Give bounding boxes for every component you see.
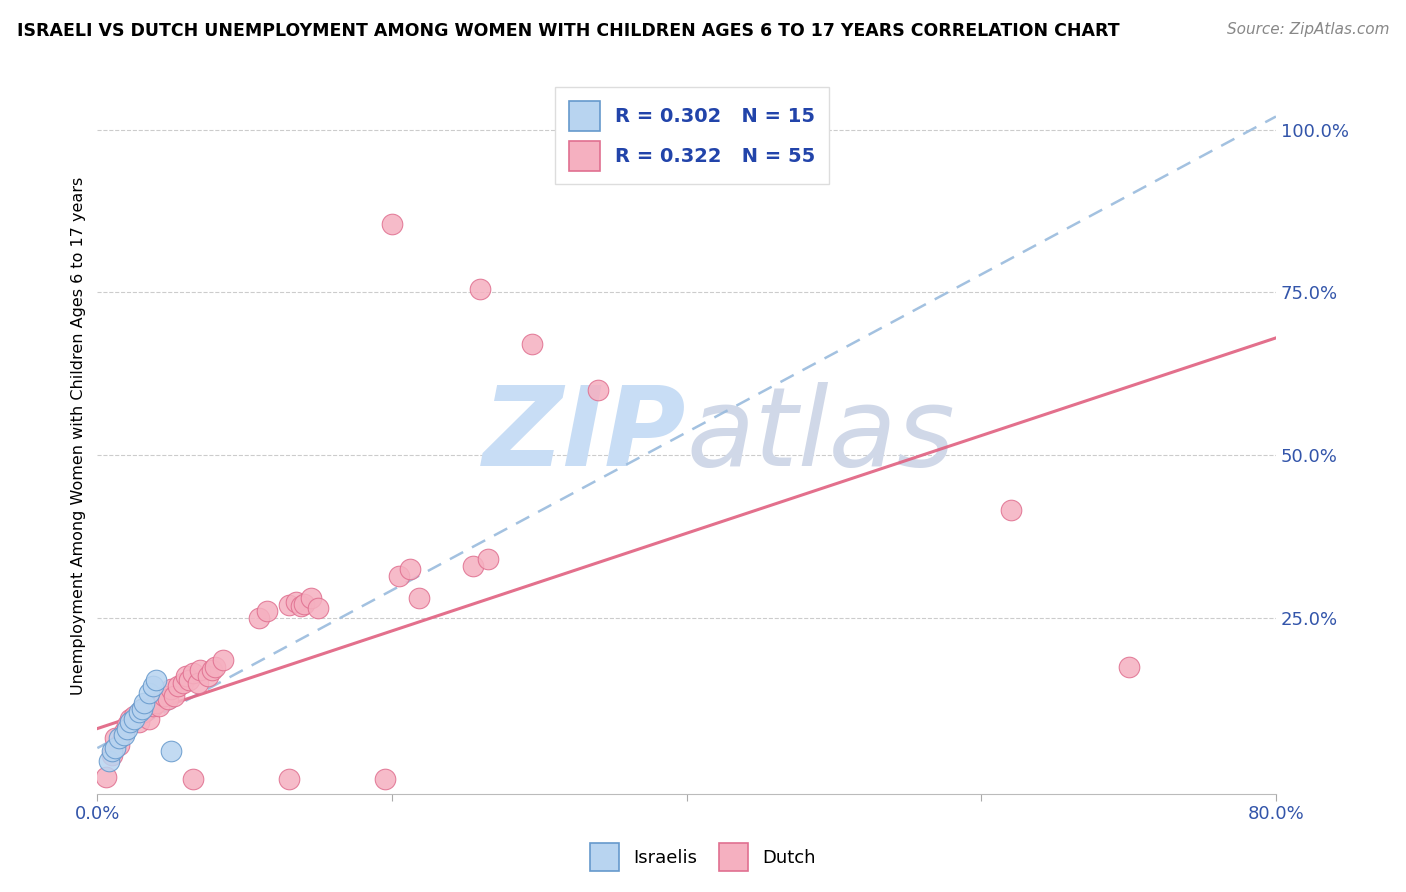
Point <box>152 689 174 703</box>
Point <box>167 679 190 693</box>
Point <box>104 731 127 746</box>
Point <box>211 653 233 667</box>
Point <box>98 754 121 768</box>
Point <box>112 728 135 742</box>
Point <box>408 591 430 606</box>
Point <box>138 712 160 726</box>
Point <box>177 673 200 687</box>
Point <box>461 558 484 573</box>
Point <box>186 676 208 690</box>
Point <box>118 712 141 726</box>
Point <box>134 696 156 710</box>
Point <box>292 597 315 611</box>
Text: ZIP: ZIP <box>484 382 686 489</box>
Point <box>374 772 396 787</box>
Point <box>145 696 167 710</box>
Point <box>108 731 131 746</box>
Point <box>181 666 204 681</box>
Point <box>163 689 186 703</box>
Point <box>204 659 226 673</box>
Point <box>277 772 299 787</box>
Point <box>160 744 183 758</box>
Point <box>134 706 156 720</box>
Point <box>290 599 312 614</box>
Point <box>470 282 492 296</box>
Point <box>588 383 610 397</box>
Point <box>128 706 150 720</box>
Point <box>131 702 153 716</box>
Point <box>249 611 271 625</box>
Point <box>148 698 170 713</box>
Point <box>299 591 322 606</box>
Point <box>128 714 150 729</box>
Point <box>115 718 138 732</box>
Point <box>172 676 194 690</box>
Point <box>256 604 278 618</box>
Point <box>277 598 299 612</box>
Point <box>174 669 197 683</box>
Point <box>142 698 165 713</box>
Point <box>1000 503 1022 517</box>
Point <box>122 712 145 726</box>
Point <box>101 747 124 762</box>
Point <box>101 744 124 758</box>
Point <box>145 673 167 687</box>
Point <box>181 772 204 787</box>
Text: Source: ZipAtlas.com: Source: ZipAtlas.com <box>1226 22 1389 37</box>
Y-axis label: Unemployment Among Women with Children Ages 6 to 17 years: Unemployment Among Women with Children A… <box>72 177 86 695</box>
Point <box>307 601 329 615</box>
Point <box>96 771 118 785</box>
Point <box>115 722 138 736</box>
Point <box>285 594 308 608</box>
Legend: R = 0.302   N = 15, R = 0.322   N = 55: R = 0.302 N = 15, R = 0.322 N = 55 <box>555 87 830 184</box>
Point <box>477 552 499 566</box>
Text: ISRAELI VS DUTCH UNEMPLOYMENT AMONG WOMEN WITH CHILDREN AGES 6 TO 17 YEARS CORRE: ISRAELI VS DUTCH UNEMPLOYMENT AMONG WOME… <box>17 22 1119 40</box>
Point <box>201 663 224 677</box>
Point <box>398 562 420 576</box>
Point <box>142 679 165 693</box>
Point <box>520 337 543 351</box>
Point <box>104 741 127 756</box>
Legend: Israelis, Dutch: Israelis, Dutch <box>583 836 823 879</box>
Point <box>190 663 212 677</box>
Point <box>118 714 141 729</box>
Point <box>388 568 411 582</box>
Point <box>131 702 153 716</box>
Point <box>108 738 131 752</box>
Point <box>138 686 160 700</box>
Point <box>112 724 135 739</box>
Point <box>197 669 219 683</box>
Point <box>157 692 180 706</box>
Point <box>1118 659 1140 673</box>
Point <box>122 708 145 723</box>
Text: atlas: atlas <box>686 382 955 489</box>
Point <box>381 217 404 231</box>
Point <box>160 682 183 697</box>
